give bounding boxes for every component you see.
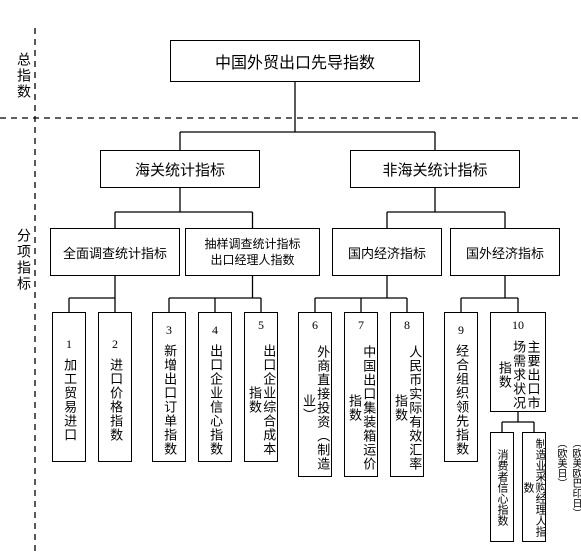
leaf-label: 出口企业综合成本指数 [247, 339, 276, 461]
leaf-number: 9 [458, 323, 464, 338]
sub-label: 制造业采购经理人指数 [522, 433, 546, 541]
leaf-number: 10 [512, 318, 524, 333]
node-leaf5: 5 出口企业综合成本指数 [244, 312, 278, 462]
leaf-number: 3 [166, 323, 172, 338]
node-leaf3: 3 新增出口订单指数 [152, 312, 186, 462]
node-leaf2: 2 进口价格指数 [98, 312, 132, 462]
sub-label: 消费者信心指数 [496, 449, 508, 526]
leaf-label: 外商直接投资︵制造业︶ [301, 339, 330, 476]
leaf-number: 1 [66, 337, 72, 352]
leaf-number: 8 [404, 318, 410, 333]
node-label: 抽样调查统计指标出口经理人指数 [204, 236, 300, 268]
leaf-label: 进口价格指数 [108, 358, 122, 442]
node-root: 中国外贸出口先导指数 [170, 40, 420, 82]
node-leaf10: 10 主要出口市场需求状况指数 [490, 312, 546, 412]
leaf-label: 主要出口市场需求状况指数 [497, 339, 540, 411]
leaf-label: 新增出口订单指数 [162, 344, 176, 456]
leaf-label: 中国出口集装箱运价指数 [347, 339, 376, 476]
leaf-number: 7 [358, 318, 364, 333]
node-leaf6: 6 外商直接投资︵制造业︶ [298, 312, 332, 477]
node-l3c: 国内经济指标 [332, 228, 442, 276]
leaf-label: 出口企业信心指数 [208, 344, 222, 456]
side-label: 分项指标 [12, 228, 32, 292]
leaf-label: 人民币实际有效汇率指数 [393, 339, 422, 476]
leaf-label: 加工贸易进口 [62, 358, 76, 442]
node-l3b: 抽样调查统计指标出口经理人指数 [185, 228, 320, 276]
node-leaf8: 8 人民币实际有效汇率指数 [390, 312, 424, 477]
node-l3a: 全面调查统计指标 [50, 228, 180, 276]
side-label: 总指数 [12, 52, 32, 100]
node-leaf9: 9 经合组织领先指数 [444, 312, 478, 462]
node-l2b: 非海关统计指标 [350, 150, 520, 188]
side-note: ︵欧美欧巴印日︶ [568, 438, 581, 518]
node-leaf1: 1 加工贸易进口 [52, 312, 86, 462]
side-note: ︵欧美日︶ [553, 438, 568, 488]
leaf-number: 5 [258, 318, 264, 333]
node-l3d: 国外经济指标 [450, 228, 560, 276]
leaf-number: 6 [312, 318, 318, 333]
node-sub2: 制造业采购经理人指数 [522, 432, 546, 542]
leaf-number: 2 [112, 337, 118, 352]
node-leaf7: 7 中国出口集装箱运价指数 [344, 312, 378, 477]
leaf-label: 经合组织领先指数 [454, 344, 468, 456]
node-sub1: 消费者信心指数 [490, 432, 514, 542]
leaf-number: 4 [212, 323, 218, 338]
node-l2a: 海关统计指标 [100, 150, 260, 188]
node-leaf4: 4 出口企业信心指数 [198, 312, 232, 462]
